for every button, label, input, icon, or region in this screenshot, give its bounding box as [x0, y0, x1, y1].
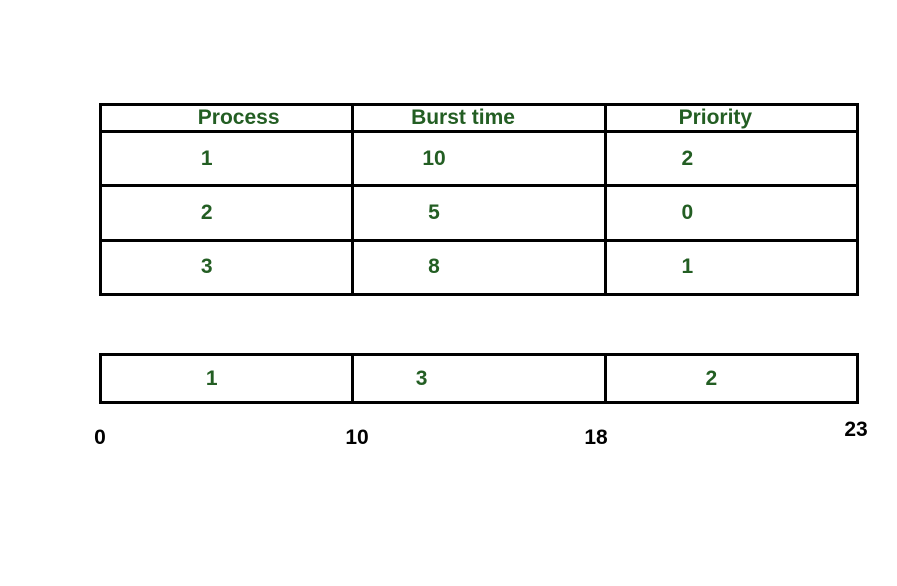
table-row: 2 5 0: [98, 184, 860, 242]
cell-priority: 2: [603, 129, 860, 188]
gantt-chart: 1 3 2: [99, 353, 859, 404]
timeline-tick-0: 0: [94, 426, 106, 449]
cell-process: 3: [98, 238, 355, 297]
gantt-segment-label: 1: [205, 366, 218, 390]
cell-process-value: 1: [200, 146, 213, 170]
table-row: 1 10 2: [98, 129, 860, 188]
cell-process: 1: [98, 129, 355, 188]
cell-burst-time-value: 10: [422, 146, 446, 170]
cell-burst-time: 5: [351, 184, 607, 242]
cell-priority: 0: [603, 184, 860, 242]
cell-priority-value: 0: [681, 200, 694, 224]
timeline-tick-23: 23: [844, 418, 868, 441]
gantt-segment-label: 2: [705, 366, 718, 390]
cell-process: 2: [98, 184, 355, 242]
cell-process-value: 2: [200, 200, 213, 224]
gantt-segment-p3: 3: [351, 356, 603, 401]
col-header-burst-time: Burst time: [351, 103, 607, 133]
cell-burst-time-value: 5: [428, 200, 440, 224]
cell-process-value: 3: [200, 255, 213, 279]
process-table: Process Burst time Priority 1 10 2 2 5 0…: [98, 103, 860, 297]
col-header-process: Process: [98, 103, 355, 133]
gantt-segment-p1: 1: [102, 356, 351, 401]
cell-burst-time: 10: [351, 129, 607, 188]
timeline-tick-18: 18: [584, 426, 608, 449]
col-header-priority: Priority: [603, 103, 860, 133]
col-header-priority-label: Priority: [678, 106, 753, 129]
table-header-row: Process Burst time Priority: [98, 103, 860, 133]
timeline-tick-10: 10: [345, 426, 369, 449]
cell-priority-value: 2: [681, 146, 694, 170]
gantt-segment-p2: 2: [603, 356, 856, 401]
gantt-segment-label: 3: [415, 366, 428, 390]
table-row: 3 8 1: [98, 238, 860, 297]
cell-priority-value: 1: [681, 255, 694, 279]
col-header-process-label: Process: [197, 106, 280, 129]
cell-burst-time: 8: [351, 238, 607, 297]
cell-burst-time-value: 8: [428, 255, 440, 279]
cell-priority: 1: [603, 238, 860, 297]
col-header-burst-time-label: Burst time: [411, 106, 515, 129]
